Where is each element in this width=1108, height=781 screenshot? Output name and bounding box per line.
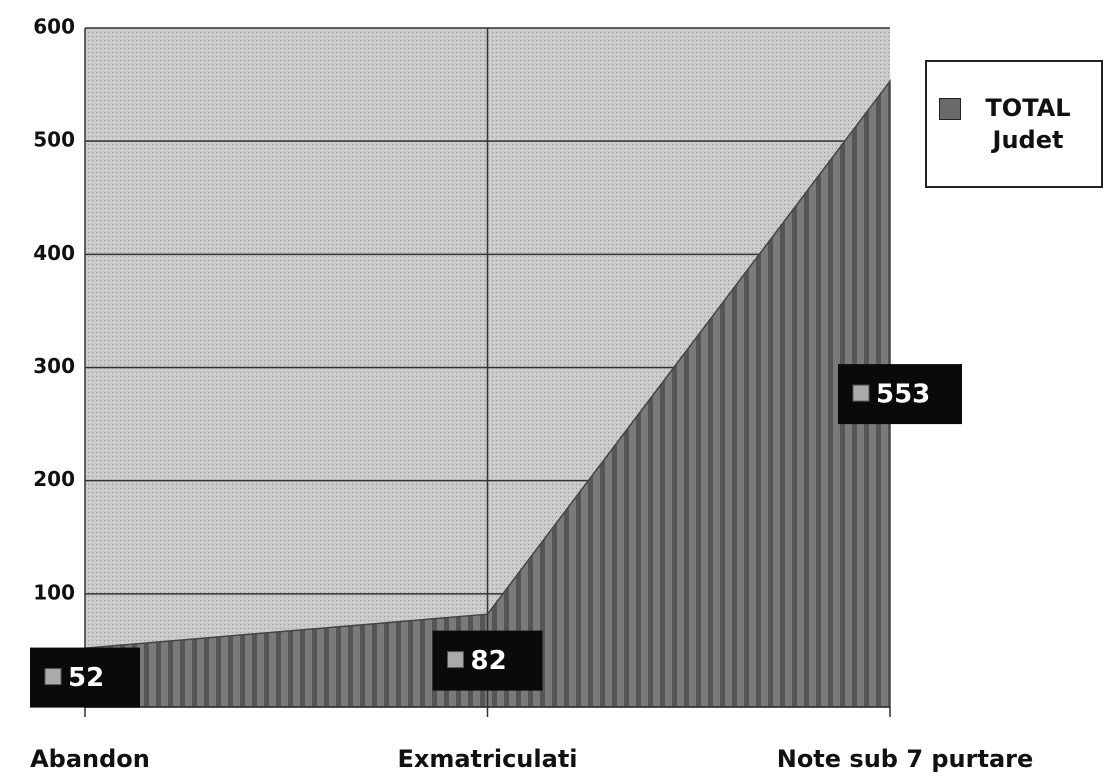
y-tick-label: 400 xyxy=(33,241,75,265)
y-tick-label: 100 xyxy=(33,580,75,604)
data-label: 553 xyxy=(838,364,962,425)
data-label: 52 xyxy=(30,647,140,708)
data-label-swatch xyxy=(447,651,464,669)
y-tick-label: 200 xyxy=(33,467,75,491)
y-tick-label: 300 xyxy=(33,354,75,378)
data-label: 82 xyxy=(432,630,543,691)
legend-swatch xyxy=(939,97,961,120)
data-label-text: 82 xyxy=(471,646,507,676)
x-tick-label: Exmatriculati xyxy=(397,745,577,773)
data-label-swatch xyxy=(852,384,870,402)
y-tick-label: 600 xyxy=(33,15,75,39)
x-tick-label: Abandon xyxy=(30,745,150,773)
data-label-text: 553 xyxy=(876,380,930,410)
data-label-text: 52 xyxy=(68,663,104,693)
y-tick-label: 500 xyxy=(33,128,75,152)
legend-label: TOTAL Judet xyxy=(985,93,1071,154)
data-label-swatch xyxy=(44,668,62,686)
x-tick-label: Note sub 7 purtare xyxy=(777,745,1034,773)
legend: TOTAL Judet xyxy=(925,60,1103,188)
